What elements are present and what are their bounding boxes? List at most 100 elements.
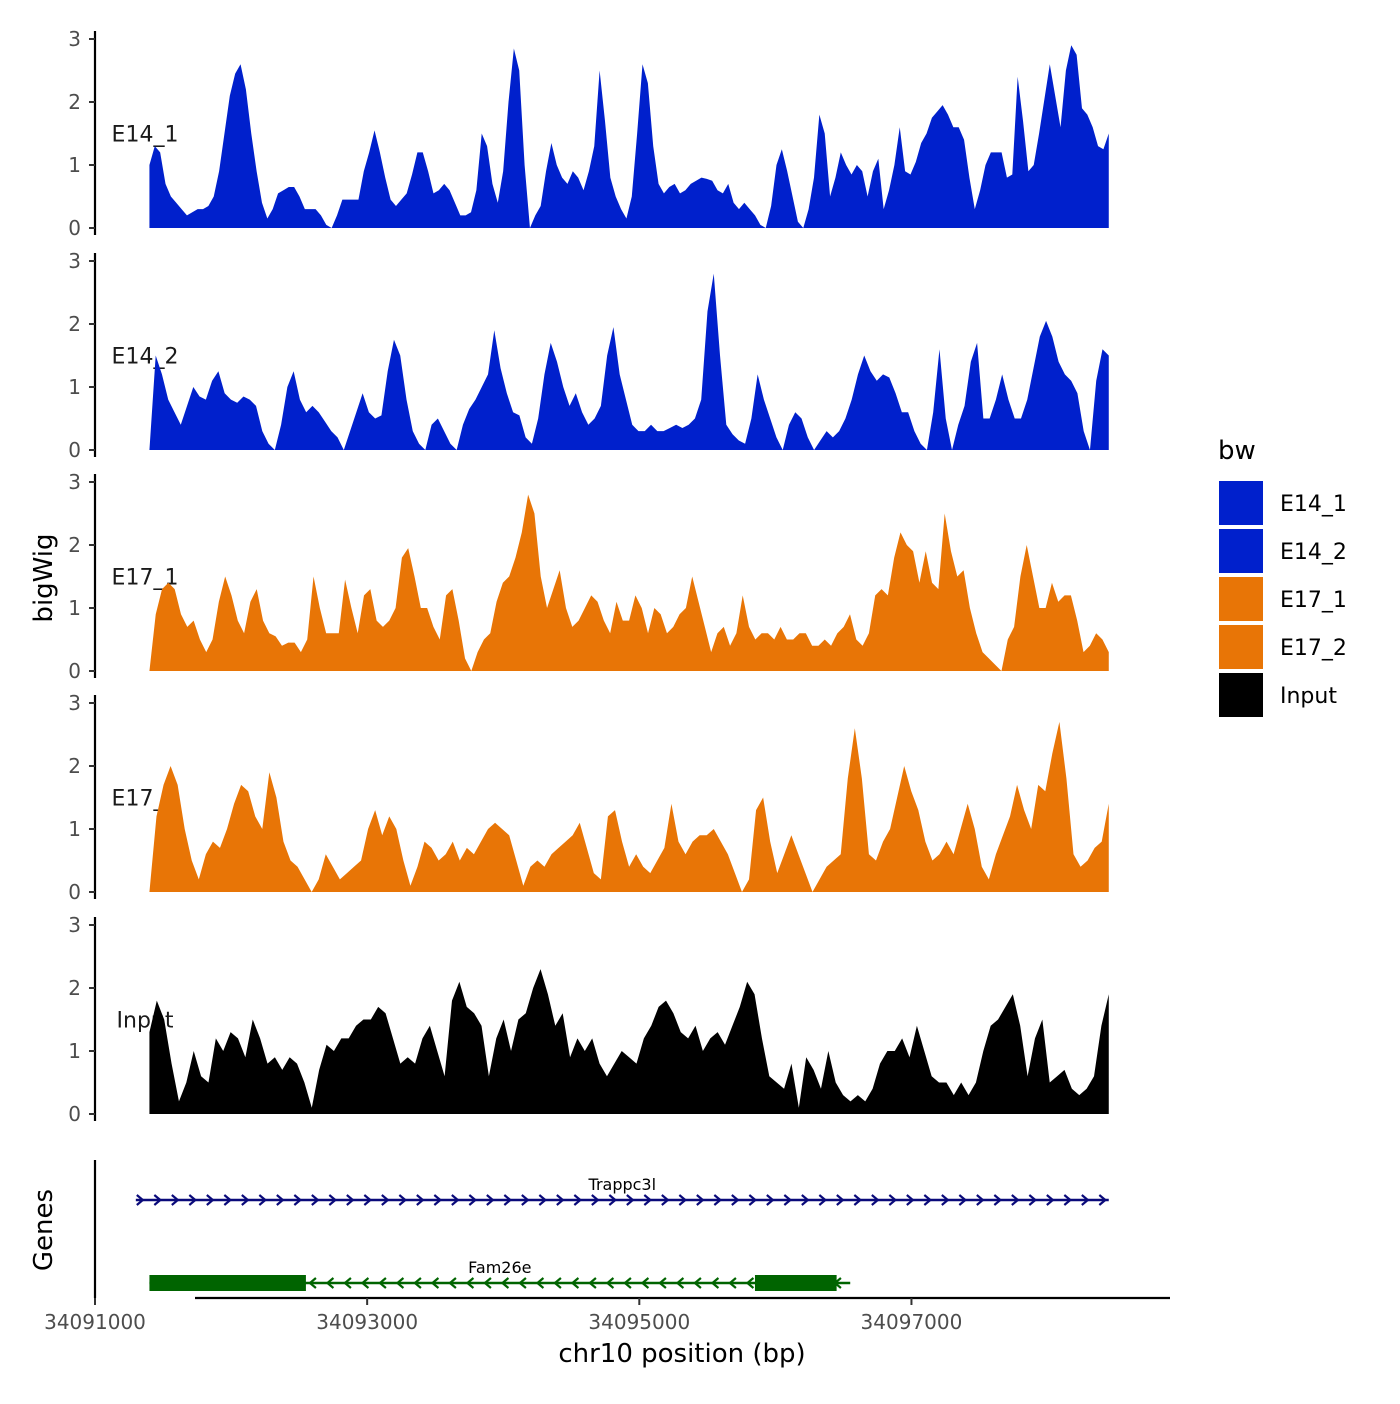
exon-block	[754, 1275, 837, 1291]
strand-arrow	[346, 1194, 355, 1206]
strand-arrow	[1046, 1194, 1055, 1206]
legend: bw E14_1 E14_2 E17_1 E17_2 Input	[1217, 436, 1347, 719]
legend-swatch-Input	[1217, 671, 1265, 719]
strand-arrow	[678, 1194, 688, 1206]
strand-arrow	[728, 1277, 737, 1289]
y-tick-label: 0	[68, 438, 81, 462]
strand-arrow	[608, 1194, 618, 1206]
strand-arrow	[696, 1194, 705, 1206]
y-tick-label: 1	[68, 375, 81, 399]
strand-arrow	[136, 1194, 145, 1206]
strand-arrow	[745, 1277, 755, 1289]
track-E14_1: 0 1 2 3 E14_1	[68, 27, 1109, 240]
strand-arrow	[731, 1194, 740, 1206]
strand-arrow	[500, 1277, 510, 1289]
strand-arrow	[343, 1277, 352, 1289]
strand-arrow	[171, 1194, 180, 1206]
strand-arrow	[398, 1194, 408, 1206]
strand-arrow	[626, 1194, 635, 1206]
strand-arrow	[573, 1194, 583, 1206]
genes-track-title: Genes	[29, 1189, 59, 1271]
strand-arrow	[591, 1194, 600, 1206]
strand-arrow	[360, 1277, 370, 1289]
y-tick-label: 3	[68, 913, 81, 937]
strand-arrow	[328, 1194, 338, 1206]
legend-swatch-E14_2	[1217, 527, 1265, 575]
legend-swatch-E17_1	[1217, 575, 1265, 623]
signal-area-Input	[149, 969, 1109, 1114]
y-tick-label: 0	[68, 659, 81, 683]
strand-arrow	[941, 1194, 950, 1206]
exon-block	[149, 1275, 306, 1291]
y-tick-label: 2	[68, 976, 81, 1000]
legend-label-E17_1: E17_1	[1280, 588, 1347, 613]
strand-arrow	[570, 1277, 580, 1289]
strand-arrow	[871, 1194, 880, 1206]
legend-swatch-E14_1	[1217, 479, 1265, 527]
strand-arrow	[448, 1277, 457, 1289]
strand-arrow	[1081, 1194, 1090, 1206]
y-tick-label: 2	[68, 533, 81, 557]
y-tick-label: 0	[68, 1102, 81, 1126]
strand-arrow	[906, 1194, 915, 1206]
legend-label-Input: Input	[1280, 684, 1337, 709]
strand-arrow	[1028, 1194, 1038, 1206]
y-tick-label: 3	[68, 27, 81, 51]
gene-annotation-track: Trappc3l Fam26e	[93, 1160, 1109, 1298]
strand-arrow	[483, 1277, 492, 1289]
signal-area-E14_2	[149, 273, 1109, 450]
strand-arrow	[640, 1277, 650, 1289]
strand-arrow	[801, 1194, 810, 1206]
strand-arrow	[553, 1277, 562, 1289]
signal-area-E14_1	[149, 45, 1109, 228]
strand-arrow	[416, 1194, 425, 1206]
strand-arrow	[766, 1194, 775, 1206]
legend-label-E17_2: E17_2	[1280, 636, 1347, 661]
track-label-E14_1: E14_1	[112, 123, 179, 148]
strand-arrow	[451, 1194, 460, 1206]
strand-arrow	[395, 1277, 405, 1289]
y-tick-label: 3	[68, 249, 81, 273]
strand-arrow	[276, 1194, 285, 1206]
strand-arrow	[311, 1194, 320, 1206]
gene-Fam26e: Fam26e	[149, 1258, 851, 1291]
strand-arrow	[588, 1277, 597, 1289]
track-label-E14_2: E14_2	[112, 345, 179, 370]
strand-arrow	[1098, 1194, 1108, 1206]
gene-Trappc3l: Trappc3l	[135, 1175, 1109, 1206]
strand-arrow	[958, 1194, 968, 1206]
strand-arrow	[993, 1194, 1003, 1206]
strand-arrow	[605, 1277, 615, 1289]
strand-arrow	[518, 1277, 527, 1289]
strand-arrow	[783, 1194, 793, 1206]
strand-arrow	[430, 1277, 440, 1289]
x-tick-label: 34095000	[588, 1310, 690, 1334]
gene-label: Fam26e	[468, 1258, 531, 1277]
strand-arrow	[923, 1194, 933, 1206]
y-tick-label: 1	[68, 817, 81, 841]
strand-arrow	[693, 1277, 702, 1289]
track-E14_2: 0 1 2 3 E14_2	[68, 249, 1109, 462]
x-tick-label: 34093000	[316, 1310, 418, 1334]
strand-arrow	[468, 1194, 478, 1206]
y-axis-title: bigWig	[29, 533, 59, 622]
y-tick-label: 0	[68, 880, 81, 904]
signal-tracks: 0123E14_10123E14_20123E17_10123E17_20123…	[68, 27, 1109, 1126]
strand-arrow	[661, 1194, 670, 1206]
strand-arrow	[223, 1194, 233, 1206]
legend-label-E14_2: E14_2	[1280, 540, 1347, 565]
strand-arrow	[381, 1194, 390, 1206]
strand-arrow	[325, 1277, 335, 1289]
y-tick-label: 3	[68, 691, 81, 715]
strand-arrow	[675, 1277, 685, 1289]
y-tick-label: 2	[68, 90, 81, 114]
legend-label-E14_1: E14_1	[1280, 492, 1347, 517]
strand-arrow	[538, 1194, 548, 1206]
strand-arrow	[465, 1277, 475, 1289]
y-tick-label: 1	[68, 596, 81, 620]
strand-arrow	[206, 1194, 215, 1206]
